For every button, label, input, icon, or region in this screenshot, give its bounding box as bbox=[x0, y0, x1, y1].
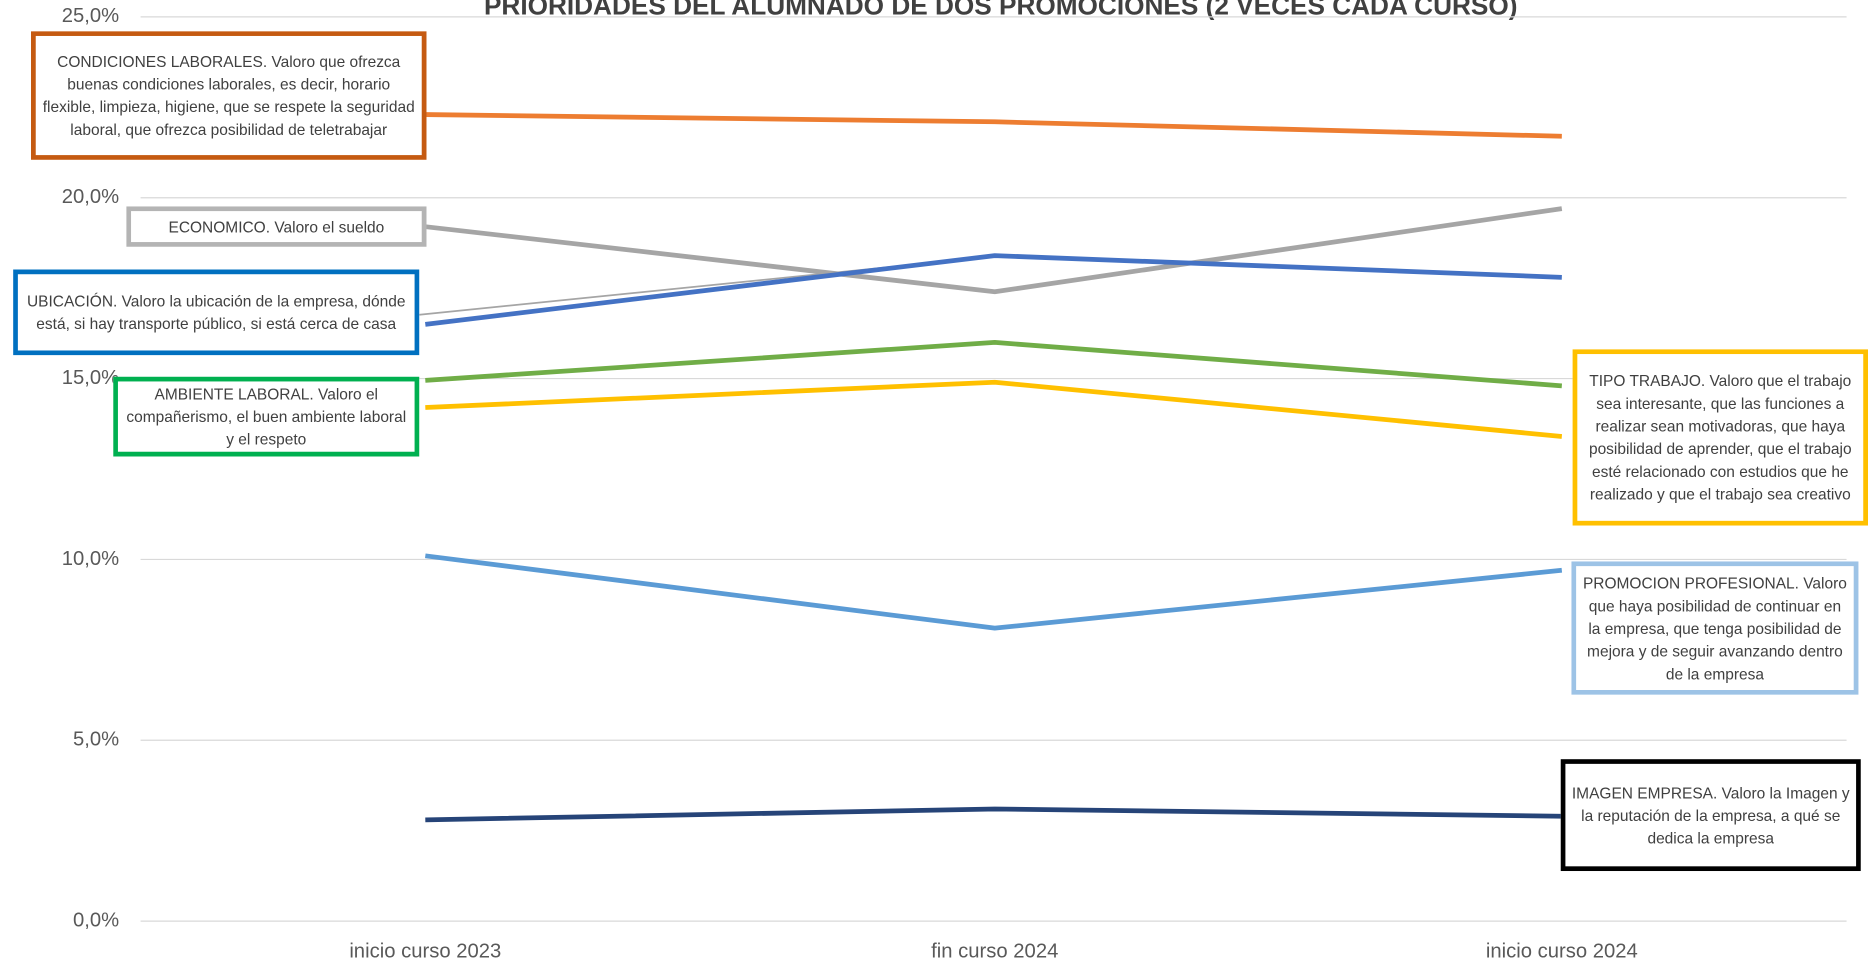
y-tick-label: 25,0% bbox=[62, 5, 119, 27]
x-tick-label: inicio curso 2023 bbox=[349, 940, 501, 962]
annotation-text: PROMOCION PROFESIONAL. Valoro que haya p… bbox=[1571, 561, 1859, 695]
annotation-text: CONDICIONES LABORALES. Valoro que ofrezc… bbox=[30, 31, 427, 160]
series-line bbox=[425, 553, 1563, 631]
series-line bbox=[425, 340, 1563, 389]
y-tick-label: 5,0% bbox=[73, 729, 119, 751]
annotation: CONDICIONES LABORALES. Valoro que ofrezc… bbox=[30, 31, 427, 160]
series-line bbox=[425, 806, 1562, 823]
series-line bbox=[425, 379, 1563, 439]
annotation: PROMOCION PROFESIONAL. Valoro que haya p… bbox=[1571, 561, 1859, 695]
annotation-text: AMBIENTE LABORAL. Valoro el compañerismo… bbox=[113, 376, 420, 457]
y-tick-label: 0,0% bbox=[73, 909, 119, 931]
annotation: UBICACIÓN. Valoro la ubicación de la emp… bbox=[13, 269, 420, 356]
annotation-text: UBICACIÓN. Valoro la ubicación de la emp… bbox=[13, 269, 420, 356]
chart-title: PRIORIDADES DEL ALUMNADO DE DOS PROMOCIO… bbox=[484, 0, 1518, 20]
y-tick-label: 15,0% bbox=[62, 367, 119, 389]
annotation: AMBIENTE LABORAL. Valoro el compañerismo… bbox=[113, 376, 420, 457]
series-line bbox=[425, 253, 1562, 327]
annotation: TIPO TRABAJO. Valoro que el trabajo sea … bbox=[1572, 349, 1868, 526]
annotation: IMAGEN EMPRESA. Valoro la Imagen y la re… bbox=[1560, 759, 1861, 872]
series-line bbox=[425, 112, 1562, 139]
annotation: ECONOMICO. Valoro el sueldo bbox=[126, 206, 427, 247]
annotation-text: IMAGEN EMPRESA. Valoro la Imagen y la re… bbox=[1560, 759, 1861, 872]
y-tick-label: 20,0% bbox=[62, 186, 119, 208]
x-tick-label: fin curso 2024 bbox=[931, 940, 1058, 962]
x-tick-label: inicio curso 2024 bbox=[1486, 940, 1638, 962]
y-tick-label: 10,0% bbox=[62, 548, 119, 570]
series-line bbox=[425, 206, 1563, 295]
annotation-text: TIPO TRABAJO. Valoro que el trabajo sea … bbox=[1572, 349, 1868, 526]
annotation-text: ECONOMICO. Valoro el sueldo bbox=[126, 206, 427, 247]
